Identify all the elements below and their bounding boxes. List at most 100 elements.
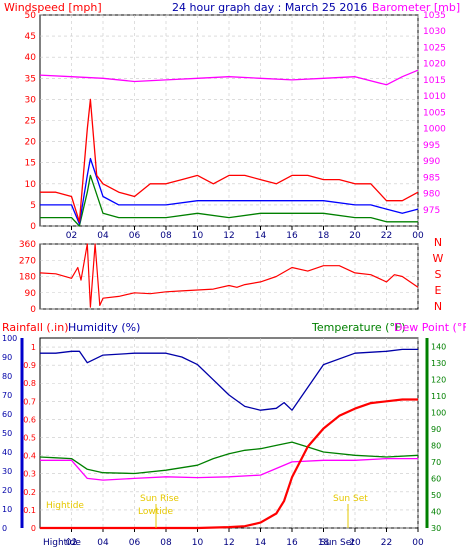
rainfall-tick-label: 0.1	[23, 506, 36, 515]
temperature-tick-label: 110	[431, 392, 446, 401]
direction-tick-label: 360	[19, 240, 36, 250]
rainfall-series	[40, 398, 418, 530]
wind-x-tick-label: 10	[192, 231, 204, 241]
windspeed-tick-label: 25	[25, 117, 36, 127]
barometer-tick-label: 975	[423, 206, 440, 216]
annotation-sunrise: Sun Rise	[140, 494, 179, 504]
bottom-label-sunset: Sun Set	[320, 538, 355, 548]
humidity-tick-label: 60	[2, 410, 12, 419]
windspeed-tick-label: 40	[25, 53, 37, 63]
climate-x-tick-label: 08	[160, 538, 172, 548]
rainfall-tick-label: 0.7	[23, 397, 36, 406]
temperature-tick-label: 140	[431, 342, 446, 351]
rainfall-tick-label: 0.4	[23, 452, 36, 461]
climate-x-tick-label: 14	[255, 538, 267, 548]
rainfall-tick-label: 0.2	[23, 488, 36, 497]
humidity-tick-label: 20	[2, 486, 12, 495]
compass-label: W	[433, 252, 444, 265]
windspeed-series	[40, 98, 419, 223]
rainfall-tick-label: 0.9	[23, 361, 36, 370]
wind-x-tick-label: 14	[255, 231, 267, 241]
windspeed-y-ticks: 0 5 10 15 20 25 30 35 40 45 50	[25, 11, 37, 232]
temperature-axis-label: Temperature (°F)	[311, 321, 406, 334]
temperature-tick-label: 30	[431, 524, 441, 533]
temperature-tick-label: 90	[431, 425, 441, 434]
humidity-series	[40, 348, 418, 411]
temperature-tick-label: 80	[431, 441, 441, 450]
barometer-y-ticks: 975 980 985 990 995 1000 1005 1010 1015 1020 1025 1…	[423, 11, 446, 216]
dewpoint-series	[40, 457, 418, 481]
barometer-tick-label: 1005	[423, 108, 446, 118]
barometer-tick-label: 980	[423, 190, 440, 200]
temperature-series	[39, 441, 419, 475]
temperature-tick-label: 120	[431, 375, 446, 384]
compass-label: N	[434, 236, 442, 249]
dewpoint-axis-label: Dew Point (°F)	[394, 321, 466, 334]
direction-tick-label: 270	[19, 256, 36, 266]
temperature-tick-label: 70	[431, 458, 441, 467]
direction-gridlines	[40, 243, 419, 310]
wind-x-tick-label: 16	[286, 231, 298, 241]
windspeed-tick-label: 10	[25, 180, 37, 190]
humidity-tick-label: 0	[2, 524, 7, 533]
barometer-tick-label: 1025	[423, 43, 446, 53]
windspeed-tick-label: 50	[25, 11, 37, 21]
temperature-tick-label: 100	[431, 408, 446, 417]
windspeed-tick-label: 5	[30, 201, 36, 211]
windspeed-tick-label: 0	[30, 222, 36, 232]
temperature-tick-label: 60	[431, 474, 441, 483]
wind-x-tick-label: 02	[66, 231, 77, 241]
compass-label: S	[435, 268, 442, 281]
climate-x-tick-label: 04	[97, 538, 109, 548]
climate-x-ticks: 02 04 06 08 10 12 14 16 18 20 22 00	[66, 528, 424, 548]
rainfall-y-ticks: 0 0.1 0.2 0.3 0.4 0.5 0.6 0.7 0.8 0.9 1	[23, 343, 36, 533]
humidity-y-ticks: 0 10 20 30 40 50 60 70 80 90 100	[2, 334, 17, 533]
compass-label: E	[435, 284, 442, 297]
rainfall-axis-label: Rainfall (.in)	[2, 321, 69, 334]
climate-series	[39, 348, 419, 530]
windspeed-tick-label: 45	[25, 32, 36, 42]
wind-blue-series	[40, 157, 419, 225]
windspeed-tick-label: 15	[25, 159, 36, 169]
rainfall-tick-label: 0	[31, 524, 36, 533]
barometer-tick-label: 1030	[423, 27, 446, 37]
climate-x-tick-label: 22	[381, 538, 392, 548]
wind-x-tick-label: 04	[97, 231, 109, 241]
chart-title: 24 hour graph day : March 25 2016	[172, 1, 367, 14]
barometer-tick-label: 995	[423, 141, 440, 151]
humidity-tick-label: 50	[2, 429, 12, 438]
bottom-label-hightide: Hightide	[43, 538, 81, 548]
wind-direction-series	[39, 243, 419, 308]
direction-series	[39, 243, 419, 308]
humidity-tick-label: 70	[2, 391, 12, 400]
temperature-tick-label: 40	[431, 507, 441, 516]
wind-x-tick-label: 08	[160, 231, 172, 241]
wind-x-tick-label: 12	[223, 231, 234, 241]
barometer-tick-label: 1010	[423, 92, 446, 102]
direction-tick-label: 90	[25, 289, 37, 299]
barometer-tick-label: 1015	[423, 76, 446, 86]
rainfall-tick-label: 0.5	[23, 434, 36, 443]
wind-x-tick-label: 20	[349, 231, 361, 241]
rainfall-tick-label: 0.8	[23, 379, 36, 388]
wind-green-series	[40, 174, 418, 227]
humidity-tick-label: 10	[2, 505, 12, 514]
barometer-tick-label: 985	[423, 173, 440, 183]
wind-series	[39, 69, 419, 227]
wind-x-tick-label: 18	[318, 231, 330, 241]
barometer-axis-label: Barometer [mb]	[372, 1, 460, 14]
direction-tick-label: 0	[30, 305, 36, 315]
wind-x-tick-label: 22	[381, 231, 392, 241]
barometer-tick-label: 1000	[423, 125, 446, 135]
wind-x-ticks: 02 04 06 08 10 12 14 16 18 20 22 00	[66, 226, 424, 241]
barometer-series	[39, 69, 419, 86]
climate-x-tick-label: 18	[318, 538, 330, 548]
climate-x-tick-label: 10	[192, 538, 204, 548]
wind-x-tick-label: 06	[129, 231, 141, 241]
humidity-tick-label: 30	[2, 467, 12, 476]
humidity-tick-label: 80	[2, 372, 12, 381]
wind-x-tick-label: 00	[412, 231, 424, 241]
barometer-tick-label: 1020	[423, 60, 446, 70]
